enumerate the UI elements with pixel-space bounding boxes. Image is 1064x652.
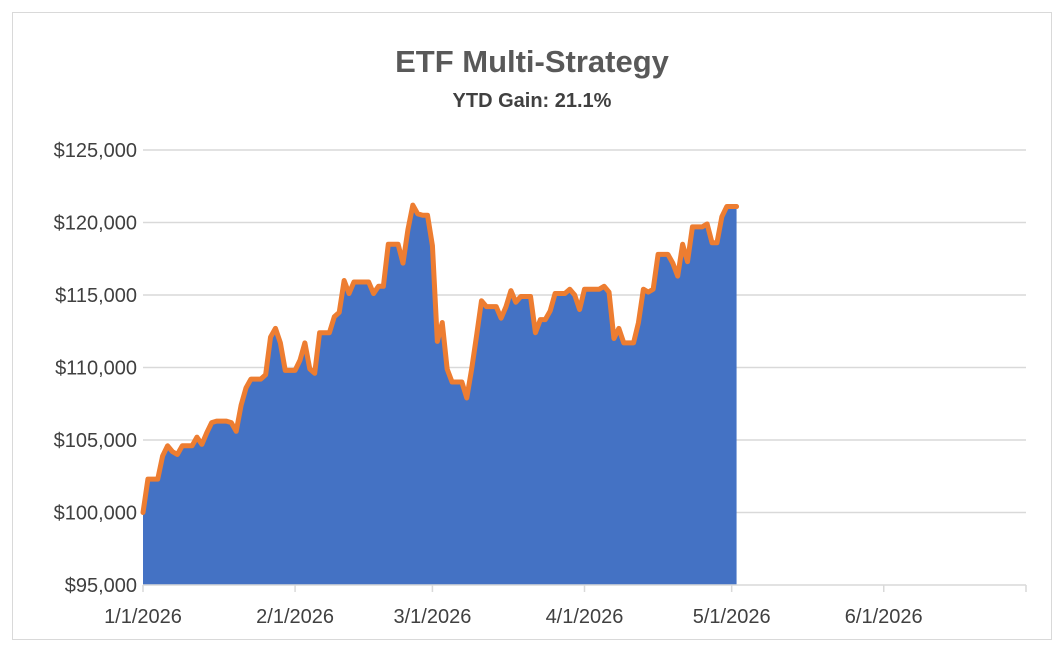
x-tick-label: 3/1/2026 [393, 606, 471, 628]
x-tick-label: 1/1/2026 [104, 606, 182, 628]
area-fill [143, 205, 737, 585]
tick-labels: $95,000 $100,000 $105,000 $110,000 $115,000 $… [54, 140, 923, 628]
axes [142, 584, 1027, 592]
x-tick-label: 5/1/2026 [693, 606, 771, 628]
y-tick-label: $95,000 [65, 575, 137, 597]
series-line [140, 202, 740, 515]
chart-title: ETF Multi-Strategy [395, 44, 669, 79]
y-tick-label: $125,000 [54, 140, 137, 162]
y-tick-label: $100,000 [54, 503, 137, 525]
x-tick-label: 2/1/2026 [256, 606, 334, 628]
area-series [140, 202, 740, 585]
y-tick-label: $105,000 [54, 430, 137, 452]
chart-subtitle: YTD Gain: 21.1% [452, 90, 612, 112]
x-tick-label: 6/1/2026 [845, 606, 923, 628]
y-tick-label: $110,000 [55, 358, 137, 380]
y-tick-label: $115,000 [55, 285, 137, 307]
y-tick-label: $120,000 [54, 213, 137, 235]
x-tick-label: 4/1/2026 [546, 606, 624, 628]
